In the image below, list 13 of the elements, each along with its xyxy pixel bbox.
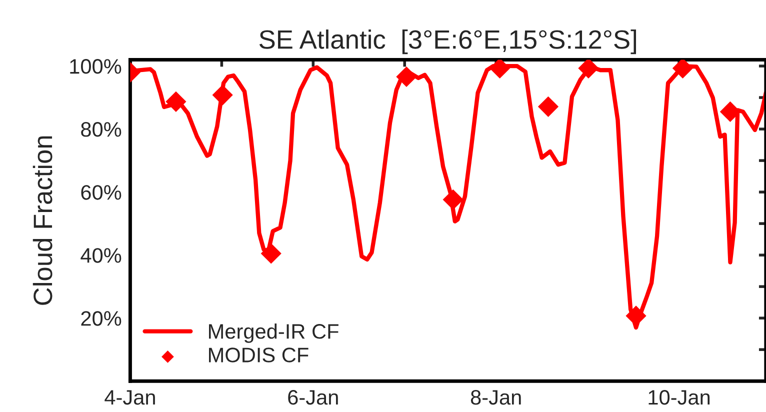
x-tick-label: 10-Jan	[648, 390, 710, 405]
y-tick-label: 60%	[81, 185, 122, 200]
y-axis-title: Cloud Fraction	[32, 136, 52, 305]
y-tick-label: 100%	[70, 59, 122, 74]
y-tick-label: 20%	[81, 311, 122, 326]
x-tick-label: 8-Jan	[470, 390, 521, 405]
legend-label: MODIS CF	[209, 348, 308, 362]
chart-title: SE Atlantic [3°E:6°E,15°S:12°S]	[259, 30, 636, 54]
y-tick-label: 40%	[80, 248, 122, 263]
y-tick-label: 80%	[81, 122, 122, 137]
x-tick-label: 6-Jan	[288, 390, 338, 405]
legend-label: Merged-IR CF	[209, 324, 338, 343]
x-tick-label: 4-Jan	[104, 390, 155, 405]
